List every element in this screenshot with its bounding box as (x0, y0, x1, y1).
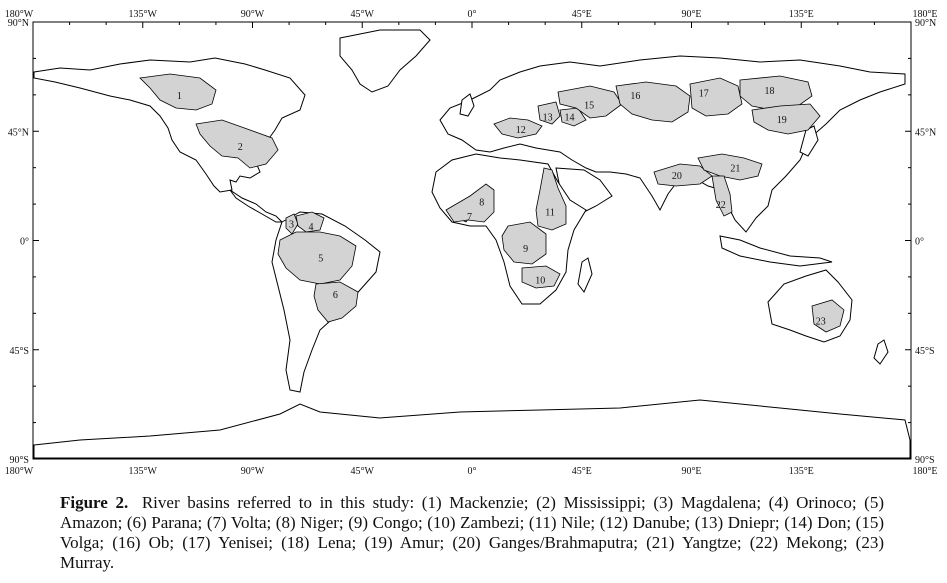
indonesia (719, 235, 833, 267)
basin-yangtze (697, 153, 763, 181)
y-tick-label-left: 90°N (8, 18, 29, 29)
basin-ob (615, 81, 691, 123)
basin-yenisei (689, 77, 743, 117)
x-tick-label-top: 45°W (351, 9, 375, 20)
basin-orinoco (295, 211, 325, 233)
caption-text: River basins referred to in this study: … (60, 493, 884, 572)
japan (799, 125, 819, 157)
x-tick-label-top: 135°W (129, 9, 158, 20)
antarctica (33, 399, 911, 459)
basin-congo (501, 221, 547, 265)
basin-number-label: 23 (816, 317, 826, 328)
y-tick-label-left: 45°S (9, 346, 29, 357)
basin-number-label: 18 (765, 86, 775, 97)
basin-nile (535, 167, 567, 231)
basin-number-label: 10 (535, 275, 545, 286)
north-america (33, 57, 306, 193)
madagascar (577, 257, 593, 293)
basin-number-label: 7 (467, 212, 472, 223)
basin-parana (313, 281, 359, 323)
basin-dniepr (537, 101, 561, 125)
basin-number-label: 16 (630, 91, 640, 102)
new-zealand (873, 339, 889, 365)
river-basins (139, 73, 845, 333)
map-ticks: 180°W 180°W 135°W 135°W 90°W 90°W 45°W 45°W 0° 0°… (5, 9, 938, 477)
x-tick-label-top: 90°E (681, 9, 701, 20)
basin-number-label: 22 (716, 200, 726, 211)
x-tick-label-bottom: 90°W (241, 466, 265, 477)
figure-caption: Figure 2. River basins referred to in th… (60, 493, 884, 573)
basin-mackenzie (139, 73, 217, 111)
central-america (229, 189, 284, 223)
x-tick-label-bottom: 135°W (129, 466, 158, 477)
y-tick-label-right: 90°N (915, 18, 936, 29)
world-map: 180°W 180°W 135°W 135°W 90°W 90°W 45°W 45°W 0° 0°… (5, 9, 938, 477)
y-tick-label-left: 90°S (9, 455, 29, 466)
basin-number-label: 14 (565, 113, 575, 124)
basin-number-label: 6 (333, 290, 338, 301)
x-tick-label-top: 45°E (572, 9, 592, 20)
basin-mississippi (195, 119, 279, 169)
y-tick-label-right: 45°N (915, 127, 936, 138)
basin-number-label: 21 (730, 164, 740, 175)
basin-amur (751, 103, 821, 135)
basin-mekong (711, 175, 733, 217)
x-tick-label-bottom: 45°W (351, 466, 375, 477)
basin-number-label: 2 (238, 142, 243, 153)
basin-number-label: 4 (309, 222, 314, 233)
x-tick-label-top: 180°E (912, 9, 937, 20)
basin-niger (445, 183, 495, 223)
basin-number-label: 3 (289, 220, 294, 231)
basin-volga (557, 85, 623, 119)
y-tick-label-left: 45°N (8, 127, 29, 138)
y-tick-label-right: 90°S (915, 455, 935, 466)
y-tick-label-right: 45°S (915, 346, 935, 357)
basin-number-label: 17 (699, 88, 709, 99)
basin-danube (493, 117, 543, 139)
x-tick-label-top: 90°W (241, 9, 265, 20)
caption-label: Figure 2. (60, 493, 129, 512)
x-tick-label-bottom: 180°W (5, 466, 34, 477)
x-tick-label-top: 135°E (789, 9, 814, 20)
x-tick-label-bottom: 0° (468, 466, 477, 477)
basin-number-label: 11 (545, 207, 555, 218)
basin-amazon (277, 231, 357, 285)
x-tick-label-top: 180°W (5, 9, 34, 20)
y-tick-label-left: 0° (20, 237, 29, 248)
basin-don (559, 107, 587, 127)
british-isles (459, 93, 475, 117)
basin-number-label: 5 (318, 253, 323, 264)
x-tick-label-bottom: 45°E (572, 466, 592, 477)
basin-number-label: 12 (516, 125, 526, 136)
basin-number-label: 19 (777, 115, 787, 126)
x-tick-label-bottom: 135°E (789, 466, 814, 477)
basin-number-label: 15 (584, 101, 594, 112)
basin-number-label: 9 (523, 244, 528, 255)
basin-zambezi (521, 265, 561, 289)
y-tick-label-right: 0° (915, 237, 924, 248)
x-tick-label-bottom: 180°E (912, 466, 937, 477)
x-tick-label-top: 0° (468, 9, 477, 20)
basin-number-label: 1 (177, 91, 182, 102)
x-tick-label-bottom: 90°E (681, 466, 701, 477)
basin-magdalena (285, 213, 299, 235)
basin-murray (811, 299, 845, 333)
basin-number-label: 20 (672, 171, 682, 182)
greenland (339, 29, 431, 93)
basin-number-label: 8 (479, 198, 484, 209)
basin-number-label: 13 (543, 113, 553, 124)
basin-ganges-brahmaputra (653, 163, 713, 187)
